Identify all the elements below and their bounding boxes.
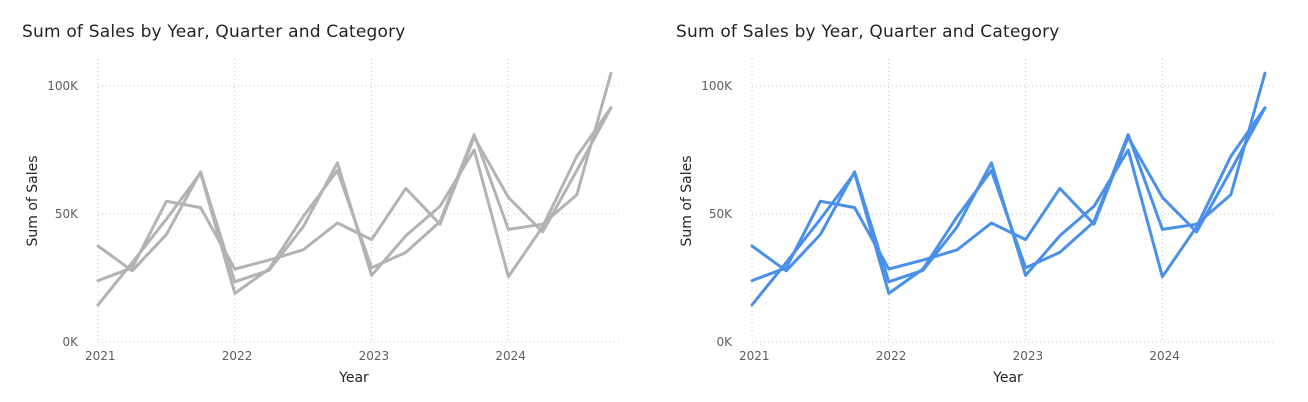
- chart-title: Sum of Sales by Year, Quarter and Catego…: [22, 22, 406, 42]
- line-chart-left: 0K 50K 100K 2021 2022 2023 2024 Year Sum of Sale…: [25, 59, 622, 386]
- x-tick-label: 2022: [876, 349, 907, 363]
- y-axis-title: Sum of Sales: [679, 155, 695, 246]
- series-line-3[interactable]: [96, 106, 613, 283]
- x-axis-title: Year: [338, 370, 369, 386]
- chart-panel-left: Sum of Sales by Year, Quarter and Catego…: [22, 22, 622, 386]
- y-tick-label: 100K: [701, 79, 733, 93]
- x-tick-label: 2023: [359, 349, 390, 363]
- y-axis-title: Sum of Sales: [25, 155, 41, 246]
- chart-panel-right: Sum of Sales by Year, Quarter and Catego…: [654, 0, 1308, 402]
- series-line-1[interactable]: [96, 106, 613, 284]
- y-tick-label: 100K: [47, 79, 79, 93]
- series-line-3[interactable]: [750, 106, 1267, 283]
- y-tick-label: 0K: [716, 335, 733, 349]
- x-tick-label: 2022: [222, 349, 253, 363]
- x-tick-label: 2024: [495, 349, 526, 363]
- y-tick-label: 50K: [55, 207, 79, 221]
- series-line-2[interactable]: [96, 71, 613, 307]
- x-tick-label: 2021: [85, 349, 116, 363]
- series-line-1[interactable]: [750, 106, 1267, 284]
- x-tick-label: 2024: [1149, 349, 1180, 363]
- y-tick-label: 0K: [62, 335, 79, 349]
- x-tick-label: 2023: [1013, 349, 1044, 363]
- x-tick-label: 2021: [739, 349, 770, 363]
- line-chart-right: 0K 50K 100K 2021 2022 2023 2024 Year Sum of Sale…: [679, 59, 1276, 386]
- x-axis-title: Year: [992, 370, 1023, 386]
- chart-title: Sum of Sales by Year, Quarter and Catego…: [676, 22, 1060, 42]
- y-tick-label: 50K: [709, 207, 733, 221]
- series-line-2[interactable]: [750, 71, 1267, 307]
